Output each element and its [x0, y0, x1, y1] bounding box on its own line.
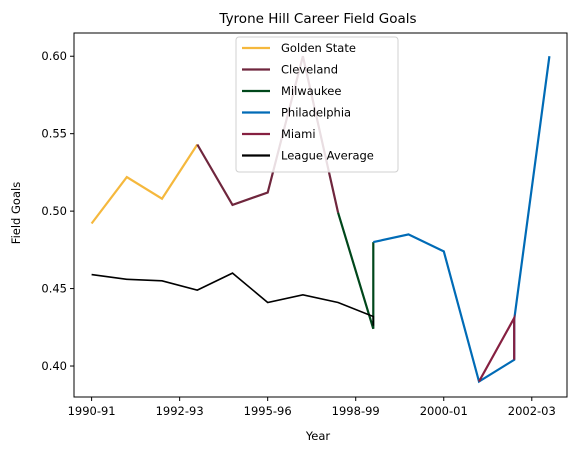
series-line-golden-state — [90, 143, 199, 225]
legend-label-milwaukee: Milwaukee — [281, 84, 341, 98]
legend-label-philadelphia: Philadelphia — [281, 106, 351, 120]
plot-frame — [73, 32, 568, 398]
y-tick-label: 0.55 — [41, 127, 67, 141]
legend-label-golden-state: Golden State — [281, 41, 356, 55]
x-tick-label: 1995-96 — [244, 404, 292, 418]
legend: Golden State Cleveland Milwaukee Philadelph… — [235, 36, 399, 173]
x-axis: 1990-91 1992-93 1995-96 1998-99 2000-01 2002-… — [68, 397, 556, 418]
x-tick-label: 2002-03 — [508, 404, 556, 418]
legend-label-league-average: League Average — [281, 149, 374, 163]
legend-label-cleveland: Cleveland — [281, 63, 338, 77]
series-line-milwaukee — [337, 212, 375, 330]
y-tick-label: 0.60 — [41, 49, 67, 63]
y-axis-label: Field Goals — [9, 182, 23, 244]
series-line-miami — [478, 313, 516, 383]
x-axis-label: Year — [305, 429, 331, 443]
x-tick-label: 1992-93 — [156, 404, 204, 418]
series-line-philadelphia — [373, 56, 551, 384]
y-tick-label: 0.45 — [41, 282, 67, 296]
x-tick-label: 1998-99 — [332, 404, 380, 418]
series-line-league-average — [91, 272, 375, 326]
y-tick-label: 0.50 — [41, 204, 67, 218]
legend-label-miami: Miami — [281, 127, 316, 141]
x-tick-label: 1990-91 — [68, 404, 116, 418]
y-tick-label: 0.40 — [41, 359, 67, 373]
chart-title: Tyrone Hill Career Field Goals — [218, 11, 416, 27]
y-axis: 0.40 0.45 0.50 0.55 0.60 — [41, 49, 74, 373]
x-tick-label: 2000-01 — [420, 404, 468, 418]
legend-box — [235, 36, 399, 173]
